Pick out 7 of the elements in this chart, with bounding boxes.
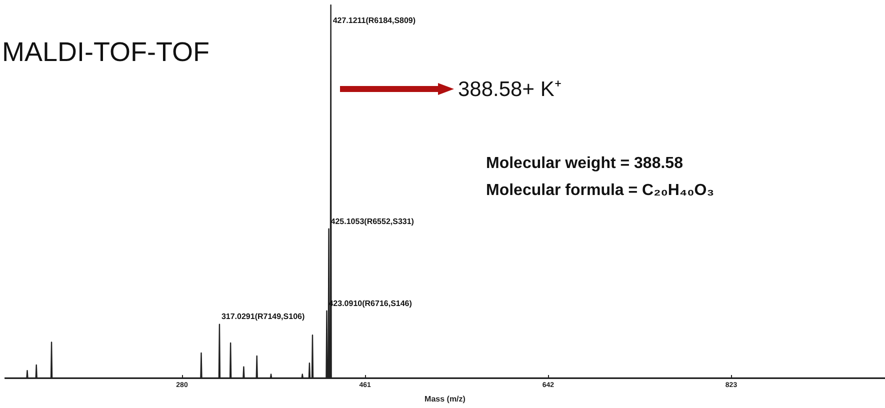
- annotation: 388.58+ K⁺: [458, 77, 562, 102]
- annotation: 427.1211(R6184,S809): [332, 16, 416, 25]
- annotation: Molecular formula = C₂₀H₄₀O₃: [486, 182, 714, 200]
- annotation: 317.0291(R7149,S106): [221, 312, 305, 322]
- x-axis-title: Mass (m/z): [424, 394, 466, 404]
- annotation: Molecular weight = 388.58: [486, 155, 683, 173]
- text: MALDI-TOF-TOF: [2, 37, 210, 68]
